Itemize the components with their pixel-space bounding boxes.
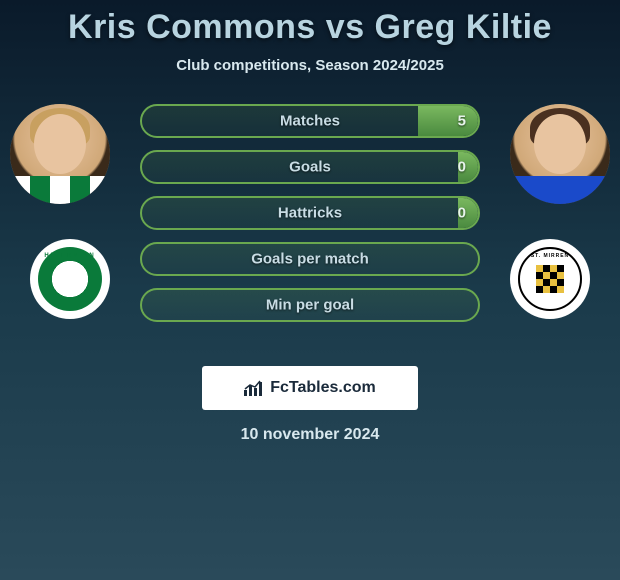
stat-bar: Goals per match	[140, 242, 480, 276]
stat-bar: Min per goal	[140, 288, 480, 322]
stat-bar-label: Goals	[289, 159, 331, 176]
watermark-text: FcTables.com	[270, 379, 376, 397]
club-left-badge	[30, 239, 110, 319]
stat-bar-value-right: 0	[458, 159, 466, 176]
stat-bar-label: Matches	[280, 113, 340, 130]
watermark-badge: FcTables.com	[202, 366, 418, 410]
stmirren-crest-icon	[518, 247, 582, 311]
stat-bar-label: Min per goal	[266, 297, 354, 314]
stat-bar: Hattricks 0	[140, 196, 480, 230]
comparison-panel: Matches 5 Goals 0 Hattricks 0 Goals per match M…	[0, 104, 620, 354]
stat-bar: Goals 0	[140, 150, 480, 184]
stat-bar-value-right: 0	[458, 205, 466, 222]
club-right-badge	[510, 239, 590, 319]
stat-bar: Matches 5	[140, 104, 480, 138]
player-left-avatar	[10, 104, 110, 204]
stat-bar-fill-right	[418, 106, 478, 136]
stat-bars: Matches 5 Goals 0 Hattricks 0 Goals per match M…	[140, 104, 480, 334]
chart-icon	[244, 380, 264, 396]
date-label: 10 november 2024	[0, 426, 620, 444]
stat-bar-label: Goals per match	[251, 251, 369, 268]
stat-bar-label: Hattricks	[278, 205, 342, 222]
subtitle: Club competitions, Season 2024/2025	[0, 57, 620, 74]
player-right-avatar	[510, 104, 610, 204]
page-title: Kris Commons vs Greg Kiltie	[0, 0, 620, 47]
stat-bar-value-right: 5	[458, 113, 466, 130]
hibernian-crest-icon	[38, 247, 102, 311]
